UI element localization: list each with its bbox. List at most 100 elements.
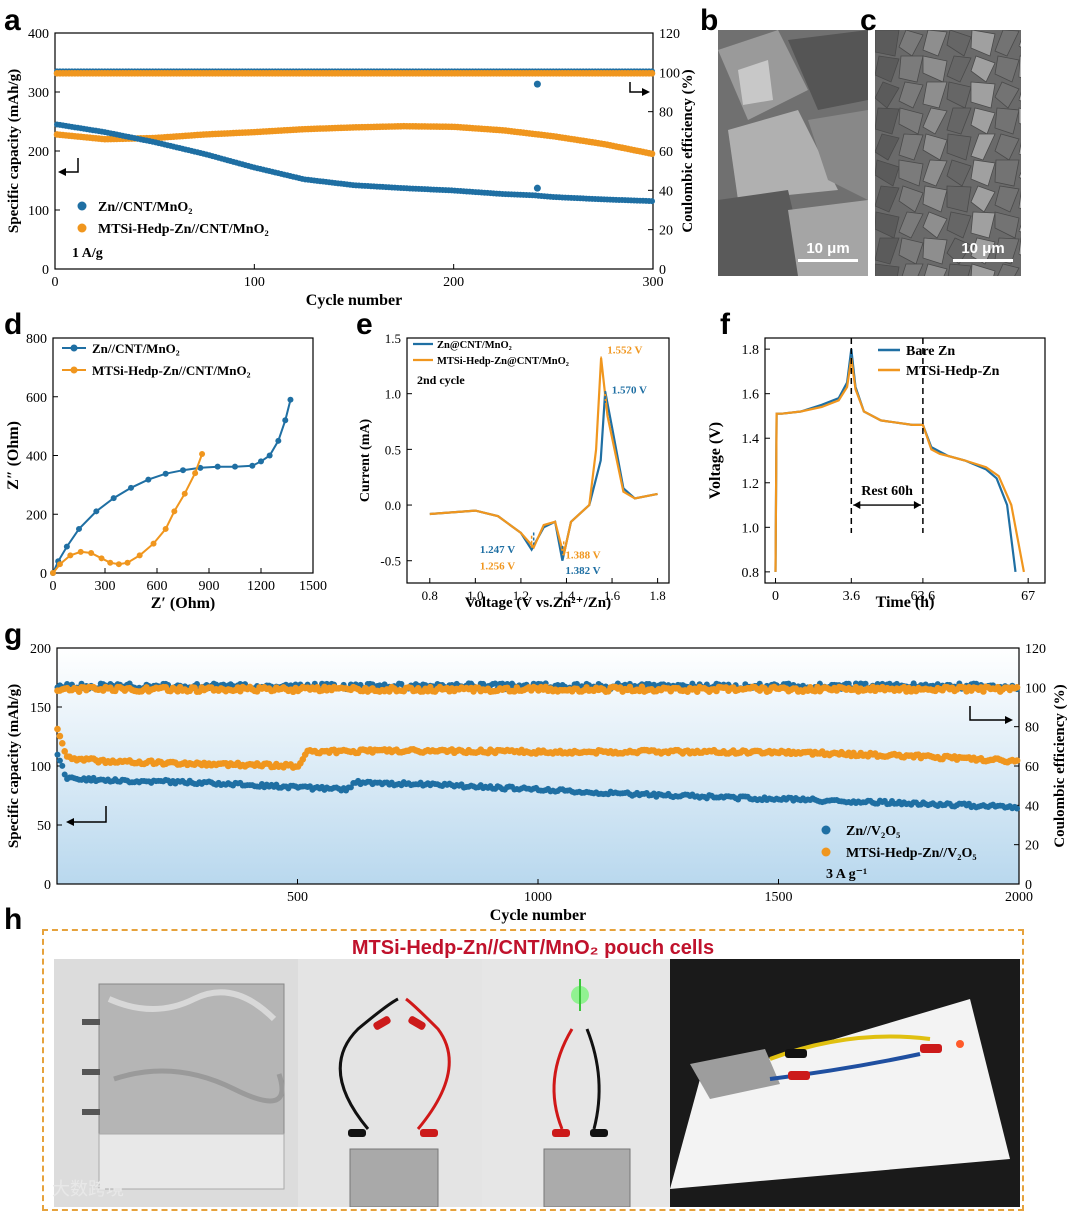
d-xtick-label: 600 <box>147 579 168 594</box>
d-point-mtsi <box>199 451 206 458</box>
a-arrow-right <box>629 82 646 93</box>
g-ylabel2: Coulombic efficiency (%) <box>1052 684 1068 847</box>
g-capacity-point-zn <box>1014 805 1021 812</box>
e-peak-label: 1.256 V <box>480 561 515 573</box>
a-note: 1 A/g <box>72 246 103 261</box>
d-point-zn <box>93 508 100 515</box>
a-legend-marker-mtsi <box>77 223 87 233</box>
photo-pouch-demo <box>670 959 1020 1207</box>
d-point-zn <box>180 467 186 474</box>
e-note: 2nd cycle <box>417 373 465 387</box>
sem-c-grain <box>946 107 972 135</box>
a-arrow-right-head <box>642 88 650 96</box>
g-capacity-point-zn <box>56 757 63 764</box>
pouch-led-off-drawing <box>298 959 482 1207</box>
d-xtick-label: 0 <box>50 579 57 594</box>
d-point-zn <box>258 458 264 465</box>
d-point-mtsi <box>124 559 131 566</box>
a-y2tick-label: 60 <box>659 145 673 160</box>
e-xtick-label: 0.8 <box>422 588 438 603</box>
d-point-mtsi <box>50 570 56 576</box>
d-point-zn <box>128 484 134 491</box>
g-ce-point-zn <box>845 680 852 687</box>
g-ce-point-zn <box>398 680 405 687</box>
g-y2tick-label: 100 <box>1025 681 1046 696</box>
sem-c-grain <box>994 159 1020 187</box>
e-peak-label: 1.388 V <box>565 550 600 562</box>
d-point-zn <box>287 396 294 403</box>
sem-c-grain <box>970 30 996 57</box>
d-point-zn <box>197 464 204 471</box>
sem-c-grain <box>898 159 924 187</box>
d-ytick-label: 0 <box>40 567 47 582</box>
panel-letter-g: g <box>4 618 23 651</box>
g-y2tick-label: 80 <box>1025 721 1039 736</box>
d-line-zn <box>52 399 292 574</box>
f-legend-label-bare: Bare Zn <box>906 344 955 359</box>
panel-e-chart: 0.8 1.0 1.2 1.4 1.6 1.8 -0.5 0.0 0.5 1.0 1.5 Voltag… <box>358 331 670 611</box>
d-point-zn <box>63 543 70 550</box>
d-line-mtsi <box>52 453 204 574</box>
d-legend-marker-zn <box>70 344 78 352</box>
sem-c-grain <box>922 30 948 57</box>
d-legend-label-zn: Zn//CNT/MnO₂ <box>92 341 180 356</box>
g-xtick-label: 2000 <box>1005 890 1033 905</box>
d-point-mtsi <box>88 550 95 557</box>
sem-c-grain <box>1018 39 1021 48</box>
f-ytick-label: 1.8 <box>742 343 760 358</box>
g-y2tick-label: 60 <box>1025 760 1039 775</box>
e-frame <box>406 337 670 584</box>
f-legend-label-mtsi: MTSi-Hedp-Zn <box>906 364 1000 379</box>
sem-c-grain <box>922 159 948 187</box>
g-ce-point-zn <box>492 680 499 687</box>
panel-a-chart: 0 100 200 3000100200300400020406080100120Cy… <box>6 27 696 309</box>
d-xtick-label: 1200 <box>247 579 275 594</box>
a-y2tick-label: 80 <box>659 106 673 121</box>
d-point-zn <box>145 476 152 483</box>
sem-c-grain <box>922 211 948 239</box>
sem-c-grain <box>922 237 948 265</box>
a-legend-marker-zn <box>77 201 87 211</box>
d-ytick-label: 200 <box>26 508 47 523</box>
sem-c-grain <box>994 55 1020 83</box>
a-ytick-label: 100 <box>28 204 49 219</box>
photo-pouch-cell <box>54 959 298 1207</box>
g-capacity-point-mtsi <box>54 725 61 733</box>
e-xtick-label: 1.8 <box>649 588 665 603</box>
sem-c-grain <box>922 107 948 135</box>
sem-c-grain <box>1018 107 1021 125</box>
sem-c-grain <box>970 55 996 83</box>
g-capacity-point-zn <box>59 762 66 769</box>
watermark-text: 大数跨境 <box>52 1179 124 1200</box>
d-xlabel: Z′ (Ohm) <box>151 595 216 612</box>
g-capacity-point-mtsi <box>58 739 66 747</box>
f-xtick-label: 0 <box>772 589 779 604</box>
g-legend-marker-zn <box>821 825 831 835</box>
g-capacity-point-mtsi <box>1013 757 1021 764</box>
f-rest-arrow-head <box>913 501 921 510</box>
a-ce-point-mtsi <box>648 70 656 77</box>
d-point-mtsi <box>192 470 199 477</box>
panel-letter-b: b <box>700 4 719 37</box>
sem-c-grain <box>970 263 996 276</box>
pouch-cell-frame: MTSi-Hedp-Zn//CNT/MnO₂ pouch cells <box>42 929 1024 1211</box>
sem-c-grain <box>994 211 1020 239</box>
d-point-zn <box>76 525 82 532</box>
sem-c-grain <box>946 55 972 83</box>
d-point-mtsi <box>162 525 169 532</box>
a-y2tick-label: 40 <box>659 184 673 199</box>
sem-c-grain <box>994 185 1020 213</box>
sem-texture-b <box>718 30 868 276</box>
a-ce-outlier <box>533 80 541 88</box>
sem-c-grain <box>994 107 1020 135</box>
g-capacity-point-mtsi <box>56 732 64 740</box>
f-ylabel: Voltage (V) <box>707 422 724 499</box>
sem-c-grain <box>875 237 900 265</box>
e-xtick-label: 1.0 <box>467 588 483 603</box>
sem-c-grain <box>875 107 900 135</box>
pouch-cell-drawing <box>54 959 298 1207</box>
g-note: 3 A g⁻¹ <box>826 867 867 882</box>
a-xtick-label: 0 <box>52 275 59 290</box>
sem-c-grain <box>946 211 972 239</box>
sem-c-grain <box>924 263 948 276</box>
